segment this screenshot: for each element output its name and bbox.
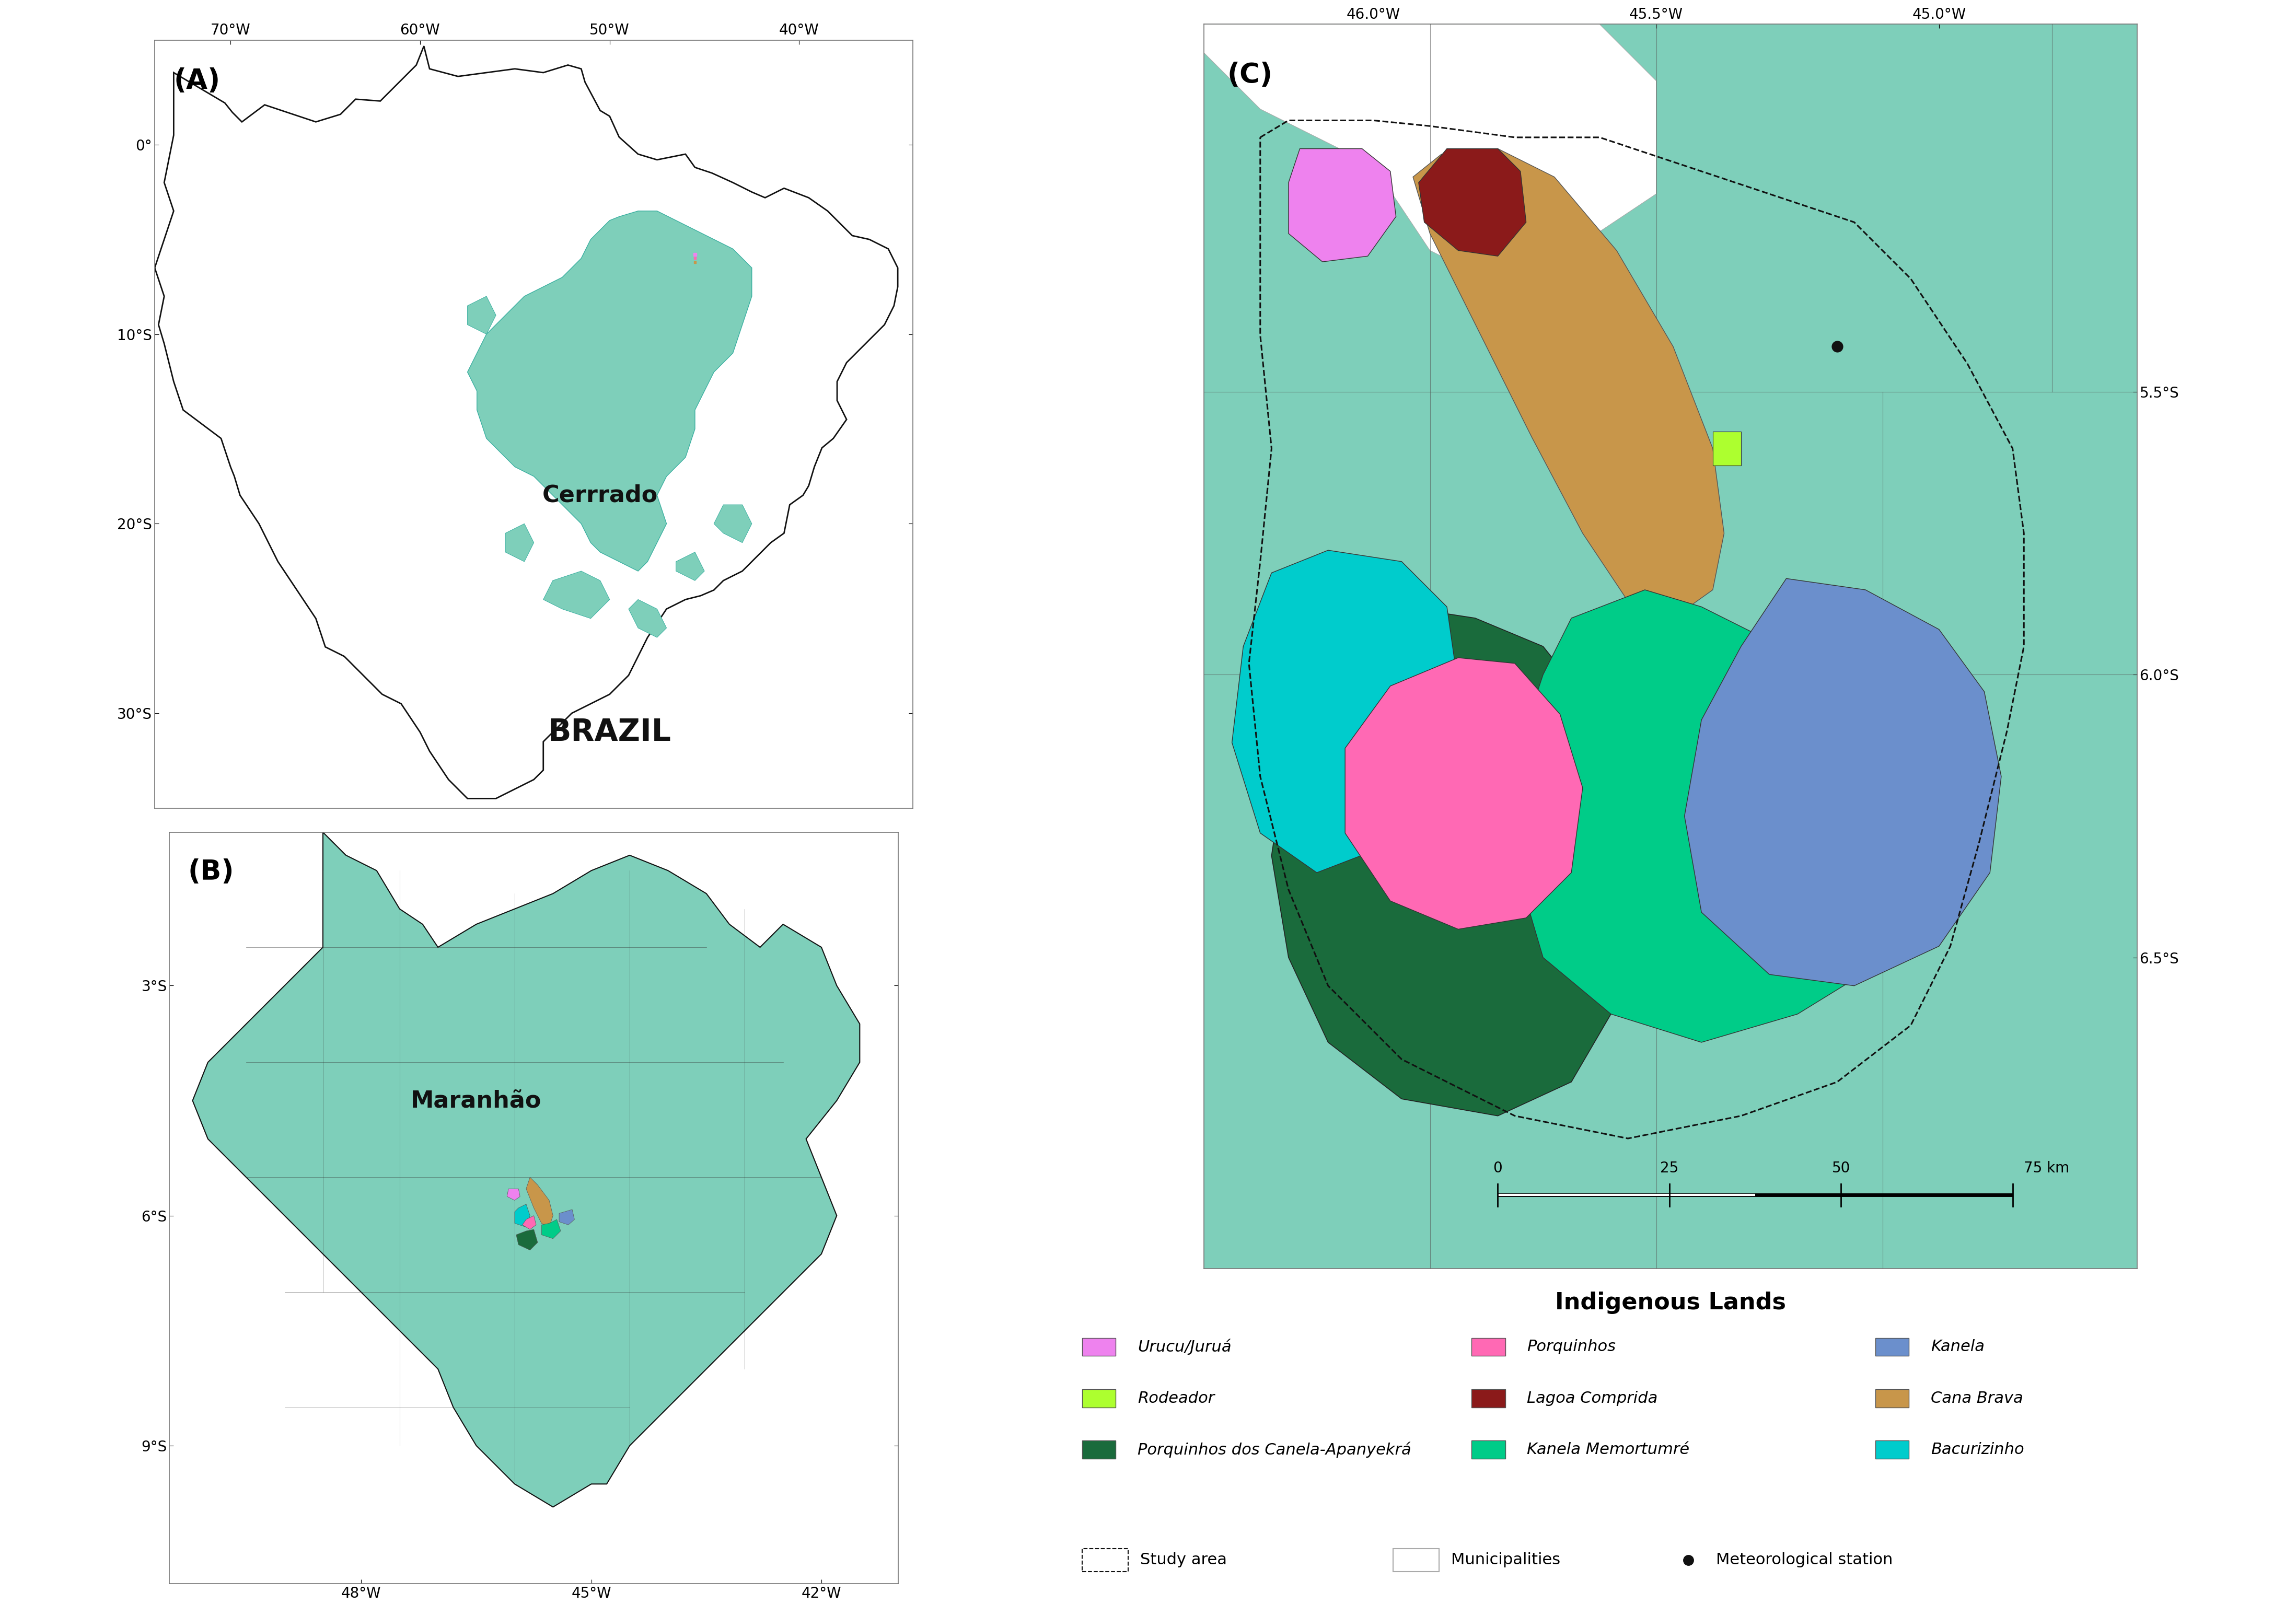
Text: Cerrrado: Cerrrado — [542, 485, 659, 506]
Bar — [1472, 1440, 1506, 1459]
Text: (A): (A) — [174, 68, 220, 94]
Bar — [1472, 1338, 1506, 1356]
Bar — [1081, 1390, 1116, 1408]
Text: Meteorological station: Meteorological station — [1715, 1553, 1892, 1568]
Polygon shape — [154, 47, 898, 798]
Text: 25: 25 — [1660, 1160, 1678, 1175]
Polygon shape — [629, 600, 666, 637]
Text: Maranhão: Maranhão — [411, 1089, 542, 1112]
Polygon shape — [468, 212, 751, 570]
Text: Indigenous Lands: Indigenous Lands — [1554, 1291, 1786, 1314]
Text: Bacurizinho: Bacurizinho — [1931, 1441, 2025, 1458]
Bar — [1876, 1390, 1908, 1408]
Text: Lagoa Comprida: Lagoa Comprida — [1527, 1391, 1658, 1406]
Polygon shape — [468, 296, 496, 335]
Polygon shape — [507, 1189, 519, 1201]
Bar — [1876, 1440, 1908, 1459]
Polygon shape — [544, 570, 611, 619]
Polygon shape — [505, 524, 535, 562]
Polygon shape — [1203, 24, 1655, 278]
Polygon shape — [1272, 606, 1628, 1117]
Text: Kanela: Kanela — [1931, 1340, 1984, 1354]
Text: (C): (C) — [1226, 61, 1272, 89]
Text: (B): (B) — [188, 858, 234, 886]
Text: Urucu/Juruá: Urucu/Juruá — [1137, 1340, 1231, 1354]
Bar — [1081, 1338, 1116, 1356]
Bar — [1394, 1548, 1440, 1572]
Polygon shape — [514, 1204, 530, 1227]
Bar — [1876, 1338, 1908, 1356]
Polygon shape — [521, 1215, 537, 1230]
Bar — [1081, 1548, 1127, 1572]
Polygon shape — [1412, 149, 1724, 619]
Polygon shape — [1685, 579, 2002, 986]
Polygon shape — [714, 504, 751, 543]
Polygon shape — [526, 1178, 553, 1227]
Polygon shape — [1713, 431, 1740, 465]
Polygon shape — [542, 1220, 560, 1238]
Polygon shape — [1233, 549, 1458, 873]
Polygon shape — [1288, 149, 1396, 262]
Text: 75 km: 75 km — [2023, 1160, 2069, 1175]
Polygon shape — [193, 832, 859, 1508]
Text: BRAZIL: BRAZIL — [549, 718, 670, 747]
Polygon shape — [1345, 658, 1582, 929]
Text: Porquinhos: Porquinhos — [1527, 1340, 1616, 1354]
Text: Municipalities: Municipalities — [1451, 1553, 1561, 1568]
Text: Porquinhos dos Canela-Apanyekrá: Porquinhos dos Canela-Apanyekrá — [1137, 1441, 1412, 1458]
Text: Study area: Study area — [1141, 1553, 1226, 1568]
Polygon shape — [560, 1209, 574, 1225]
Text: Rodeador: Rodeador — [1137, 1391, 1215, 1406]
Bar — [1472, 1390, 1506, 1408]
Text: 0: 0 — [1492, 1160, 1502, 1175]
Text: Cana Brava: Cana Brava — [1931, 1391, 2023, 1406]
Polygon shape — [517, 1230, 537, 1251]
Bar — [1081, 1440, 1116, 1459]
Text: 50: 50 — [1832, 1160, 1851, 1175]
Polygon shape — [1515, 590, 1899, 1042]
Polygon shape — [1419, 149, 1527, 255]
Text: Kanela Memortumré: Kanela Memortumré — [1527, 1441, 1690, 1458]
Polygon shape — [675, 553, 705, 580]
